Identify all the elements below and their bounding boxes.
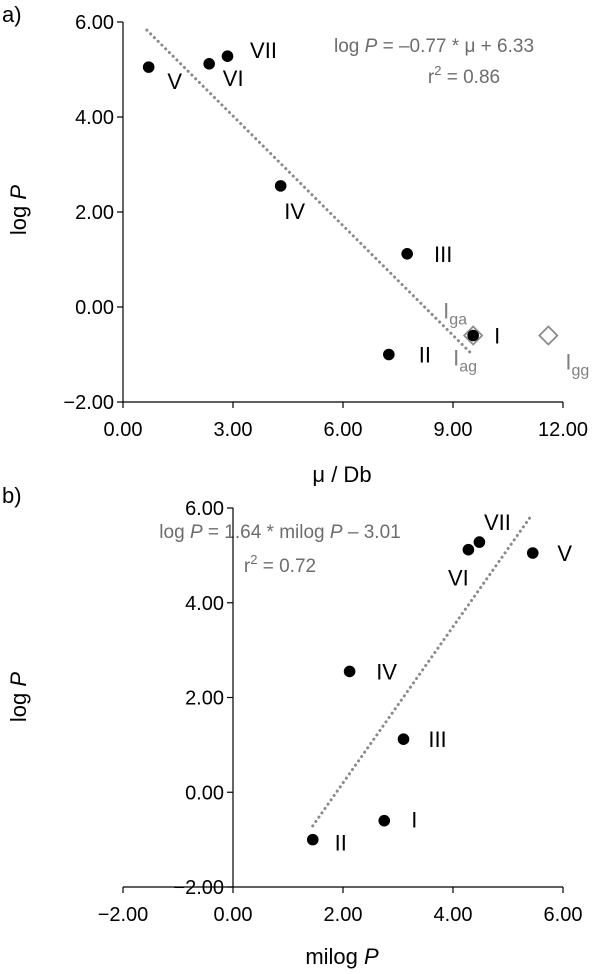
panel-a-open-diamond-ga xyxy=(462,325,484,346)
panel-b: b) log P milog P log P = 1.64 * milog P … xyxy=(2,483,582,969)
panel-a-point-III xyxy=(401,248,413,260)
panel-b-x-tick-label: 0.00 xyxy=(214,904,253,926)
panel-a-y-tick-label: −2.00 xyxy=(63,392,114,414)
panel-a-point-IV xyxy=(274,180,287,192)
panel-a-x-tick-label: 0.00 xyxy=(104,419,143,441)
panel-a-point-label-III: III xyxy=(434,242,452,267)
panel-b-equation: log P = 1.64 * milog P – 3.01 xyxy=(159,522,400,543)
panel-b-y-tick-label: −2.00 xyxy=(173,877,224,899)
panel-b-point-label-VII: VII xyxy=(484,510,511,535)
panel-a-y-tick-label: 6.00 xyxy=(75,12,114,34)
panel-b-point-II xyxy=(306,833,319,846)
panel-b-point-label-II: II xyxy=(335,831,347,856)
panel-b-point-label-I: I xyxy=(411,808,417,833)
panel-b-r-squared: r2 = 0.72 xyxy=(244,552,316,577)
panel-a-y-tick-label: 2.00 xyxy=(75,202,114,224)
panel-a-point-VII xyxy=(221,50,234,62)
panel-b-point-VI xyxy=(462,543,475,556)
panel-b-y-tick-label: 6.00 xyxy=(185,498,224,520)
panel-a-equation: log P = –0.77 * μ + 6.33 xyxy=(334,36,534,57)
panel-a-x-tick-label: 9.00 xyxy=(434,419,473,441)
panel-b-point-label-III: III xyxy=(428,727,446,752)
panel-b-trendline xyxy=(311,515,532,828)
panel-b-point-VII xyxy=(473,536,486,548)
panel-b-point-I xyxy=(378,814,391,827)
panel-b-x-tick-label: 4.00 xyxy=(434,904,473,926)
panel-a-y-tick-label: 0.00 xyxy=(75,297,114,319)
panel-a-open-diamond-gg xyxy=(538,325,559,346)
panel-a-point-label-VI: VI xyxy=(223,66,244,91)
panel-b-x-tick-label: −2.00 xyxy=(98,904,149,926)
panel-b-x-tick-label: 6.00 xyxy=(544,904,583,926)
panel-a-point-VI xyxy=(203,58,215,70)
panel-a-x-tick-label: 6.00 xyxy=(324,419,363,441)
panel-b-y-tick-label: 2.00 xyxy=(185,688,224,710)
panel-a-point-V xyxy=(142,61,155,73)
panel-a-y-tick-label: 4.00 xyxy=(75,107,114,129)
panel-a-label: a) xyxy=(2,2,22,27)
panel-b-point-V xyxy=(526,547,539,559)
panel-a: a) log P μ / Db log P = –0.77 * μ + 6.33… xyxy=(2,2,589,487)
panel-a-point-label-VII: VII xyxy=(250,38,277,63)
panel-a-x-tick-label: 12.00 xyxy=(538,419,588,441)
panel-a-point-II xyxy=(383,348,395,361)
panel-a-plot: −2.00 0.00 2.00 4.00 6.00 0.00 3.00 6.00 9.00 12.… xyxy=(63,12,589,441)
panel-b-point-label-VI: VI xyxy=(448,566,469,591)
panel-b-x-tick-label: 2.00 xyxy=(324,904,363,926)
panel-a-open-point-label-ga: Iga xyxy=(443,299,467,329)
panel-a-point-I xyxy=(467,329,479,342)
panel-a-point-label-V: V xyxy=(167,69,182,94)
panel-a-r-squared: r2 = 0.86 xyxy=(428,63,500,88)
panel-a-open-point-label-gg: Igg xyxy=(565,350,589,380)
panel-b-point-label-V: V xyxy=(557,541,572,566)
panel-b-label: b) xyxy=(2,483,22,508)
panel-b-x-axis-title: milog P xyxy=(305,944,379,969)
panel-b-plot: −2.00 0.00 2.00 4.00 6.00 −2.00 0.00 2.00 4.00 6.… xyxy=(98,498,583,926)
panel-b-point-label-IV: IV xyxy=(376,659,397,684)
panel-a-y-axis-title: log P xyxy=(6,185,31,235)
panel-a-point-label-I: I xyxy=(494,324,500,349)
panel-a-trendline xyxy=(145,28,475,357)
panel-b-point-III xyxy=(397,733,410,745)
panel-b-y-tick-label: 4.00 xyxy=(185,593,224,615)
panel-a-point-label-IV: IV xyxy=(284,199,305,224)
panel-a-x-tick-label: 3.00 xyxy=(214,419,253,441)
panel-b-y-axis-title: log P xyxy=(6,672,31,722)
panel-b-point-IV xyxy=(343,665,356,678)
panel-a-point-label-II: II xyxy=(419,343,431,368)
panel-a-open-point-label-ag: Iag xyxy=(453,346,477,376)
panel-b-y-tick-label: 0.00 xyxy=(185,782,224,804)
panel-a-x-axis-title: μ / Db xyxy=(312,462,371,487)
